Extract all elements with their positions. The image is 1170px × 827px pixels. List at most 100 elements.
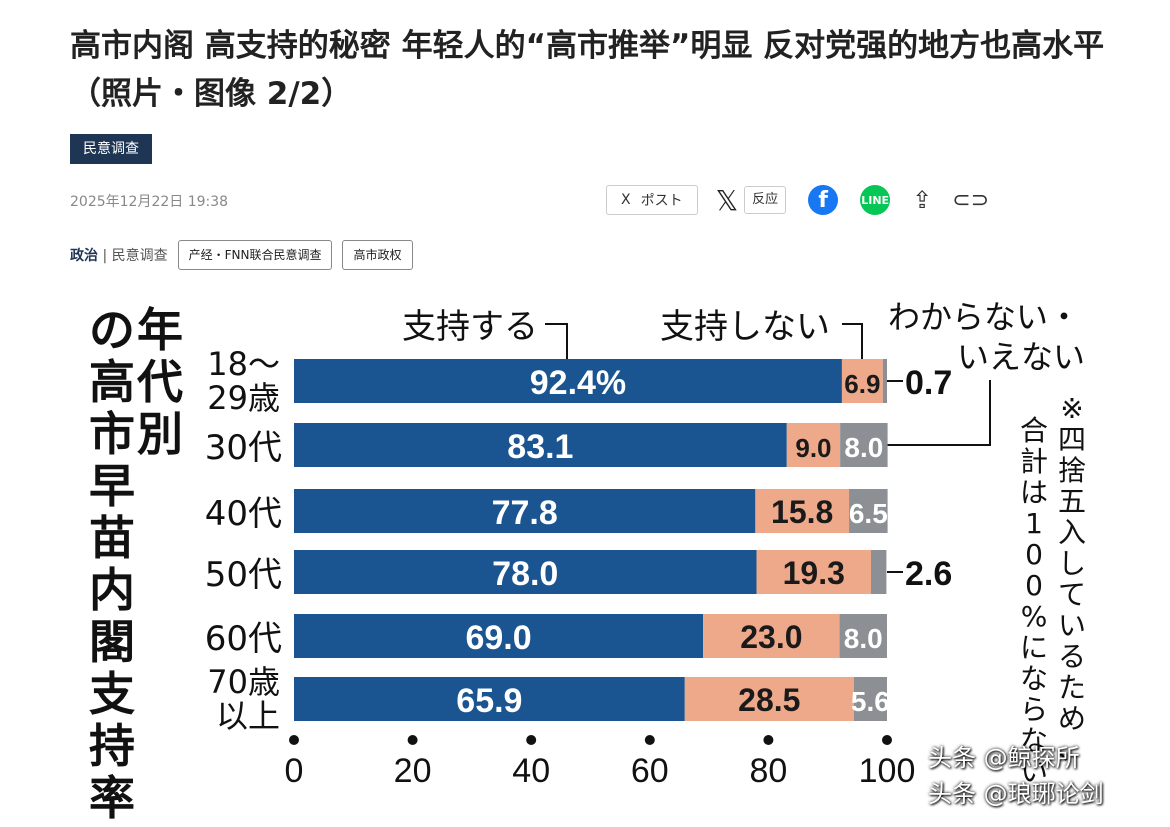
category-label: 30代 — [205, 428, 282, 468]
category-primary[interactable]: 政治 — [70, 248, 98, 264]
bar-segment-oppose — [755, 489, 850, 533]
value-label-unknown: 2.6 — [905, 555, 952, 593]
legend-label-unknown-line1: わからない・ — [888, 298, 1080, 336]
x-tick-label: 40 — [512, 752, 550, 790]
article-headline: 高市内阁 高支持的秘密 年轻人的“高市推举”明显 反对党强的地方也高水平（照片・… — [70, 28, 1105, 112]
value-label-oppose: 9.0 — [795, 433, 831, 463]
react-button[interactable]: 反应 — [744, 186, 787, 214]
chart-title-char: 別 — [137, 407, 183, 461]
bar-segment-support — [294, 489, 756, 533]
note-char: 0 — [1025, 569, 1043, 602]
bar-segment-unknown — [853, 677, 887, 721]
legend-leader-support — [545, 323, 568, 359]
x-tick-dot — [407, 735, 418, 745]
bar-segment-support — [294, 677, 685, 721]
legend-label-support: 支持する — [402, 307, 538, 347]
x-tick-dot — [763, 735, 774, 745]
bar-segment-unknown — [882, 359, 887, 403]
note-char: た — [1058, 671, 1086, 704]
share-icon[interactable]: ⇪ — [912, 186, 933, 214]
bar-segment-oppose — [756, 550, 871, 594]
note-char: 捨 — [1058, 454, 1086, 487]
legend-leader-oppose — [842, 323, 863, 359]
category-breadcrumb: 政治 | 民意调查 — [70, 248, 168, 264]
bar-segment-unknown — [849, 489, 888, 533]
bar-segment-support — [294, 614, 704, 658]
x-tick-dot — [526, 735, 537, 745]
value-label-support: 65.9 — [456, 682, 522, 720]
chart-title-char: 早 — [89, 459, 135, 513]
bar-segment-oppose — [703, 614, 840, 658]
value-label-oppose: 19.3 — [783, 555, 845, 591]
value-label-oppose: 15.8 — [771, 494, 833, 530]
publish-date: 2025年12月22日 19:38 — [70, 194, 229, 210]
chart-title-char: 高 — [89, 355, 135, 409]
note-char: い — [1020, 755, 1048, 788]
x-tick-dot — [289, 735, 299, 745]
note-char: 五 — [1058, 485, 1086, 518]
chart-title-char: 代 — [136, 355, 183, 409]
x-logo-icon[interactable]: 𝕏 — [715, 183, 739, 217]
category-label: 50代 — [205, 555, 282, 595]
bar-segment-unknown — [839, 614, 887, 658]
chart-title-char: 持 — [89, 719, 135, 773]
value-label-support: 92.4% — [530, 364, 626, 402]
note-char: 四 — [1058, 423, 1086, 456]
category-tag[interactable]: 民意调查 — [70, 134, 152, 164]
value-label-unknown: 8.0 — [844, 432, 883, 463]
value-label-oppose: 23.0 — [740, 619, 802, 655]
note-char: 入 — [1058, 516, 1086, 549]
value-label-support: 83.1 — [507, 428, 573, 466]
bar-segment-oppose — [841, 359, 883, 403]
chart-title-char: 年 — [137, 303, 183, 357]
link-icon[interactable]: ⊂⊃ — [952, 187, 990, 213]
watermark-1: 头条 @鲸探所 — [928, 744, 1080, 772]
category-label: 60代 — [205, 619, 282, 659]
legend-label-oppose: 支持しない — [660, 307, 830, 347]
value-label-unknown: 0.7 — [905, 364, 952, 402]
value-label-unknown: 5.6 — [851, 686, 890, 717]
legend-label-unknown-line2: いえない — [957, 338, 1085, 376]
x-icon: X — [621, 192, 631, 208]
category-secondary[interactable]: 民意调查 — [111, 248, 168, 264]
x-tick-label: 100 — [859, 752, 916, 790]
category-label: 18〜 — [207, 345, 280, 383]
chart-title-char: 苗 — [89, 511, 135, 565]
category-label: 29歳 — [207, 379, 280, 417]
post-button-label: ポスト — [640, 193, 683, 209]
value-label-support: 69.0 — [465, 619, 531, 657]
tag-pill-administration[interactable]: 高市政权 — [342, 240, 413, 270]
category-label: 40代 — [205, 494, 282, 534]
note-char: ら — [1020, 693, 1048, 726]
category-label: 以上 — [216, 697, 280, 735]
category-label: 70歳 — [207, 663, 280, 701]
bar-segment-support — [294, 423, 787, 467]
x-tick-dot — [882, 735, 892, 745]
bar-segment-unknown — [840, 423, 888, 467]
value-label-unknown: 6.5 — [849, 498, 888, 529]
chart-title-char: 市 — [89, 407, 135, 461]
note-char: な — [1020, 662, 1048, 695]
post-button[interactable]: X ポスト — [606, 185, 698, 215]
category-row: 政治 | 民意调查 产经・FNN联合民意调查 高市政权 — [70, 240, 413, 270]
bar-segment-unknown — [870, 550, 887, 594]
note-char: 計 — [1020, 445, 1048, 478]
facebook-icon[interactable]: f — [808, 185, 839, 215]
note-char: 、 — [1058, 733, 1086, 766]
value-label-support: 77.8 — [492, 494, 558, 532]
tag-pill-poll[interactable]: 产经・FNN联合民意调查 — [177, 240, 333, 270]
line-icon[interactable]: LINE — [860, 185, 891, 215]
chart-title-char: 内 — [89, 563, 135, 617]
chart-title-char: 閣 — [89, 615, 135, 669]
note-char: 1 — [1025, 507, 1043, 540]
note-char: 合 — [1020, 414, 1048, 447]
bar-segment-support — [294, 359, 842, 403]
x-tick-dot — [644, 735, 655, 745]
note-char: て — [1058, 578, 1086, 611]
x-tick-label: 20 — [394, 752, 432, 790]
note-char: い — [1058, 609, 1086, 642]
value-label-support: 78.0 — [492, 555, 558, 593]
chart-title-char: の — [89, 303, 135, 357]
value-label-oppose: 28.5 — [738, 682, 800, 718]
